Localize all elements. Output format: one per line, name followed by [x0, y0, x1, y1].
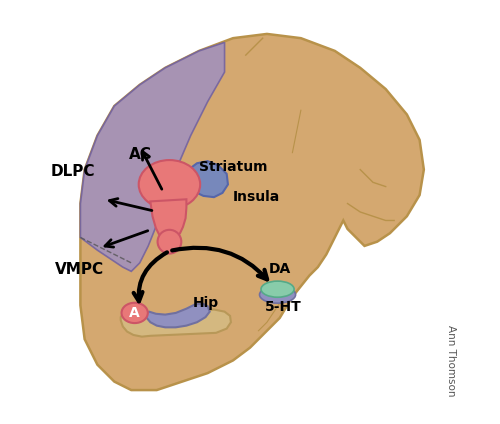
Polygon shape — [150, 199, 186, 239]
Polygon shape — [80, 42, 225, 271]
Ellipse shape — [122, 303, 148, 323]
Text: DA: DA — [269, 262, 291, 276]
Ellipse shape — [138, 160, 200, 209]
Text: Ann Thomson: Ann Thomson — [446, 325, 456, 396]
Text: AC: AC — [129, 147, 152, 162]
Polygon shape — [120, 310, 231, 337]
Text: DLPC: DLPC — [50, 164, 95, 179]
Circle shape — [158, 230, 182, 254]
Text: Hip: Hip — [193, 296, 219, 310]
Polygon shape — [80, 34, 424, 390]
Ellipse shape — [261, 281, 294, 297]
Text: Insula: Insula — [233, 190, 280, 204]
Polygon shape — [146, 304, 210, 327]
Ellipse shape — [260, 286, 296, 303]
Polygon shape — [186, 161, 228, 197]
Text: A: A — [130, 306, 140, 320]
Text: Striatum: Striatum — [199, 160, 268, 175]
Text: 5-HT: 5-HT — [265, 300, 302, 315]
Text: VMPC: VMPC — [55, 262, 104, 277]
